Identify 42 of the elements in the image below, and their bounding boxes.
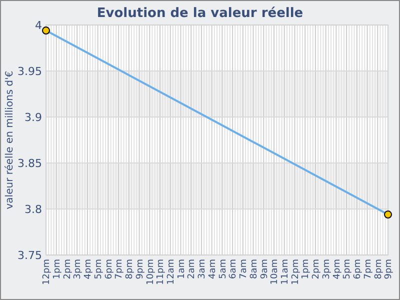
y-axis-title: valeur réelle en millions d'€ [4, 70, 16, 210]
x-tick-label: 11pm [156, 259, 166, 285]
x-tick-label: 2am [187, 259, 198, 280]
y-tick-label: 3.95 [18, 64, 42, 78]
x-tick-label: 5pm [94, 259, 104, 280]
x-tick-label: 1pm [52, 259, 63, 280]
x-tick-label: 6pm [104, 259, 114, 280]
y-tick-label: 3.85 [18, 156, 42, 170]
x-tick-label: 9am [260, 259, 270, 280]
x-tick-label: 10pm [146, 259, 156, 285]
x-tick-label: 6pm [353, 259, 364, 280]
x-tick-label: 3pm [322, 259, 332, 280]
y-tick-label: 3.9 [24, 110, 42, 124]
chart-title: Evolution de la valeur réelle [96, 6, 304, 21]
x-tick-label: 10am [270, 259, 280, 285]
x-tick-label: 3pm [73, 259, 84, 280]
x-tick-label: 4pm [332, 259, 342, 280]
x-tick-label: 4am [208, 259, 218, 280]
x-tick-label: 12pm [290, 259, 301, 285]
x-tick-label: 12am [166, 259, 177, 285]
x-tick-label: 1am [176, 259, 187, 280]
x-tick-label: 9pm [135, 259, 146, 280]
x-tick-label: 8pm [374, 259, 384, 280]
x-tick-label: 6am [228, 259, 239, 280]
x-tick-label: 12pm [42, 259, 52, 285]
x-tick-label: 7pm [114, 259, 125, 280]
y-tick-label: 4 [35, 18, 42, 32]
x-tick-label: 7pm [363, 259, 374, 280]
x-tick-label: 5am [218, 259, 228, 280]
x-tick-label: 9pm [384, 259, 394, 280]
x-tick-label: 2pm [62, 259, 73, 280]
x-tick-label: 5pm [342, 259, 353, 280]
x-tick-label: 7am [239, 259, 250, 280]
x-tick-label: 4pm [84, 259, 94, 280]
x-tick-label: 8am [249, 259, 260, 280]
x-tick-label: 3am [198, 259, 208, 280]
x-tick-label: 2pm [312, 259, 322, 280]
y-tick-label: 3.8 [24, 202, 42, 216]
x-tick-label: 1pm [301, 259, 312, 280]
x-tick-label: 11am [280, 259, 291, 285]
x-tick-label: 8pm [125, 259, 136, 280]
y-tick-label: 3.75 [18, 248, 42, 262]
